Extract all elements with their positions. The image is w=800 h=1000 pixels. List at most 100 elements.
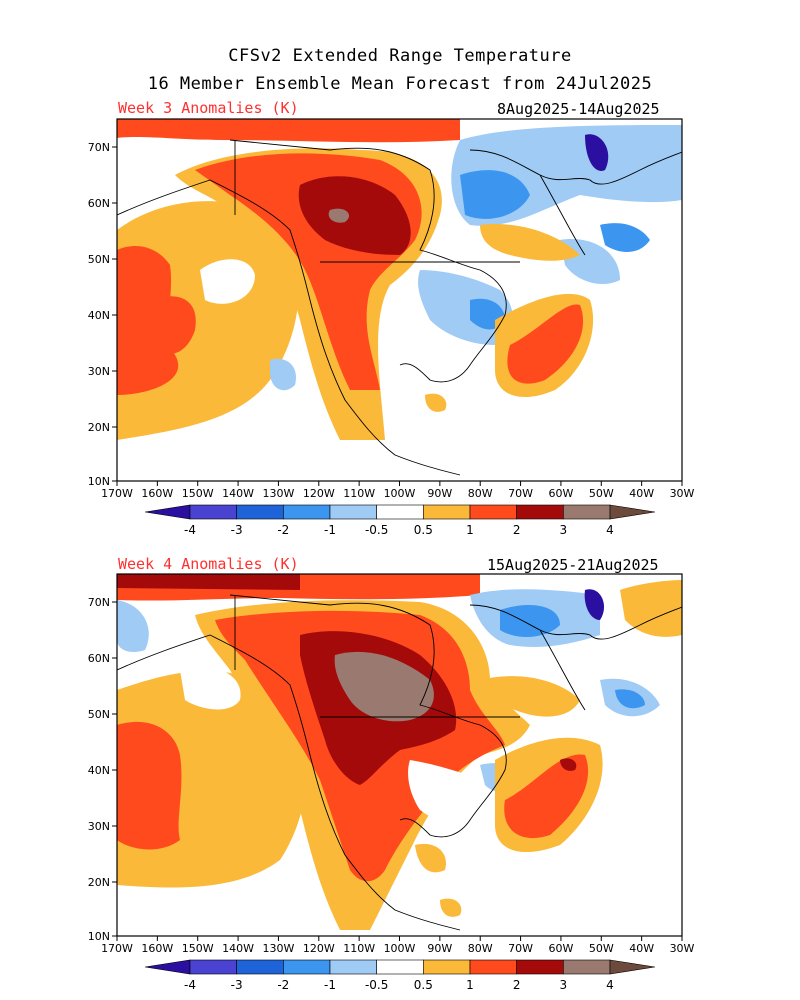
week4-lon-label: 170W xyxy=(101,942,133,955)
week4-lon-label: 150W xyxy=(182,942,214,955)
week4-colorbar-label: 0.5 xyxy=(414,978,433,992)
week4-colorbar-label: 2 xyxy=(513,978,521,992)
week4-date-range: 15Aug2025-21Aug2025 xyxy=(487,556,659,574)
week4-lat-label: 50N xyxy=(88,708,110,721)
week4-colorbar-swatch xyxy=(563,959,611,975)
week3-colorbar-swatch xyxy=(144,504,191,520)
week3-lon-label: 90W xyxy=(427,487,452,500)
week3-colorbar-swatch xyxy=(469,504,517,520)
week3-colorbar-label: -4 xyxy=(184,523,196,537)
chart-title-line-2: 16 Member Ensemble Mean Forecast from 24… xyxy=(147,74,653,94)
week4-lon-label: 90W xyxy=(427,942,452,955)
week3-colorbar-swatch xyxy=(236,504,284,520)
week3-colorbar-label: 4 xyxy=(606,523,614,537)
week4-lon-label: 80W xyxy=(468,942,493,955)
week3-colorbar-swatch xyxy=(563,504,611,520)
week3-lon-label: 50W xyxy=(589,487,614,500)
week4-colorbar-swatch xyxy=(144,959,191,975)
week3-lat-label: 50N xyxy=(88,253,110,266)
week4-lat-label: 70N xyxy=(88,596,110,609)
week3-lon-label: 70W xyxy=(508,487,533,500)
week4-lon-label: 140W xyxy=(222,942,254,955)
week4-lon-label: 120W xyxy=(303,942,335,955)
week4-panel-title: Week 4 Anomalies (K) xyxy=(118,555,299,573)
week4-lat-label: 10N xyxy=(88,930,110,943)
week3-panel-title: Week 3 Anomalies (K) xyxy=(118,99,299,117)
week3-colorbar-label: 2 xyxy=(513,523,521,537)
week3-lon-label: 150W xyxy=(182,487,214,500)
week4-colorbar-swatch xyxy=(516,959,564,975)
week3-date-range: 8Aug2025-14Aug2025 xyxy=(497,100,660,118)
week3-colorbar-label: -3 xyxy=(231,523,243,537)
week4-colorbar: -4 -3 -2 -1 -0.5 0.5 1 2 3 4 xyxy=(144,959,656,992)
week3-lon-label: 30W xyxy=(670,487,695,500)
week3-lon-label: 140W xyxy=(222,487,254,500)
week4-lon-label: 30W xyxy=(670,942,695,955)
week4-anomaly-fields xyxy=(117,574,682,936)
week3-colorbar-label: 3 xyxy=(560,523,568,537)
week4-lat-label: 20N xyxy=(88,876,110,889)
chart-title-line-1: CFSv2 Extended Range Temperature xyxy=(228,46,572,66)
week4-colorbar-label: -3 xyxy=(231,978,243,992)
week4-colorbar-label: -1 xyxy=(324,978,336,992)
week4-colorbar-label: -0.5 xyxy=(365,978,388,992)
week4-colorbar-swatch xyxy=(423,959,471,975)
week4-colorbar-swatch xyxy=(236,959,284,975)
week3-colorbar-label: 1 xyxy=(466,523,474,537)
week4-colorbar-swatch xyxy=(283,959,331,975)
week4-lon-label: 110W xyxy=(343,942,375,955)
week4-lon-label: 50W xyxy=(589,942,614,955)
week4-colorbar-swatch xyxy=(469,959,517,975)
week3-lon-label: 120W xyxy=(303,487,335,500)
week3-colorbar-swatch xyxy=(516,504,564,520)
week3-lon-label: 60W xyxy=(548,487,573,500)
week3-colorbar-swatch xyxy=(376,504,424,520)
week4-colorbar-swatch xyxy=(376,959,424,975)
week3-lat-label: 70N xyxy=(88,141,110,154)
week3-colorbar-label: -2 xyxy=(277,523,289,537)
week4-lat-label: 60N xyxy=(88,652,110,665)
week4-lat-label: 30N xyxy=(88,820,110,833)
week4-colorbar-label: -4 xyxy=(184,978,196,992)
week4-colorbar-label: -2 xyxy=(277,978,289,992)
week4-lon-label: 40W xyxy=(629,942,654,955)
week3-lat-label: 30N xyxy=(88,365,110,378)
week3-colorbar-label: 0.5 xyxy=(414,523,433,537)
week4-colorbar-swatch xyxy=(329,959,377,975)
week3-lat-label: 60N xyxy=(88,197,110,210)
week4-coastlines xyxy=(117,594,682,931)
week3-colorbar-swatch xyxy=(609,504,656,520)
week4-lon-label: 70W xyxy=(508,942,533,955)
week3-colorbar: -4 -3 -2 -1 -0.5 0.5 1 2 3 4 xyxy=(144,504,656,537)
week3-lat-label: 10N xyxy=(88,475,110,488)
week3-coastlines xyxy=(117,139,682,476)
week3-lon-label: 170W xyxy=(101,487,133,500)
week3-colorbar-swatch xyxy=(423,504,471,520)
week4-lon-label: 60W xyxy=(548,942,573,955)
week3-lon-label: 160W xyxy=(141,487,173,500)
week3-lat-label: 40N xyxy=(88,309,110,322)
week3-colorbar-swatch xyxy=(283,504,331,520)
week4-lon-label: 100W xyxy=(384,942,416,955)
week4-colorbar-swatch xyxy=(609,959,656,975)
week3-lon-label: 40W xyxy=(629,487,654,500)
week4-colorbar-label: 3 xyxy=(560,978,568,992)
week4-lon-label: 130W xyxy=(262,942,294,955)
week4-colorbar-label: 1 xyxy=(466,978,474,992)
week4-lon-label: 160W xyxy=(141,942,173,955)
week3-lon-label: 100W xyxy=(384,487,416,500)
week3-lat-label: 20N xyxy=(88,421,110,434)
week3-lon-label: 130W xyxy=(262,487,294,500)
week3-colorbar-swatch xyxy=(189,504,237,520)
week3-lon-label: 110W xyxy=(343,487,375,500)
week3-colorbar-label: -0.5 xyxy=(365,523,388,537)
week3-anomaly-fields xyxy=(117,119,682,481)
week3-colorbar-label: -1 xyxy=(324,523,336,537)
week4-colorbar-swatch xyxy=(189,959,237,975)
week4-lat-label: 40N xyxy=(88,764,110,777)
week3-lon-label: 80W xyxy=(468,487,493,500)
